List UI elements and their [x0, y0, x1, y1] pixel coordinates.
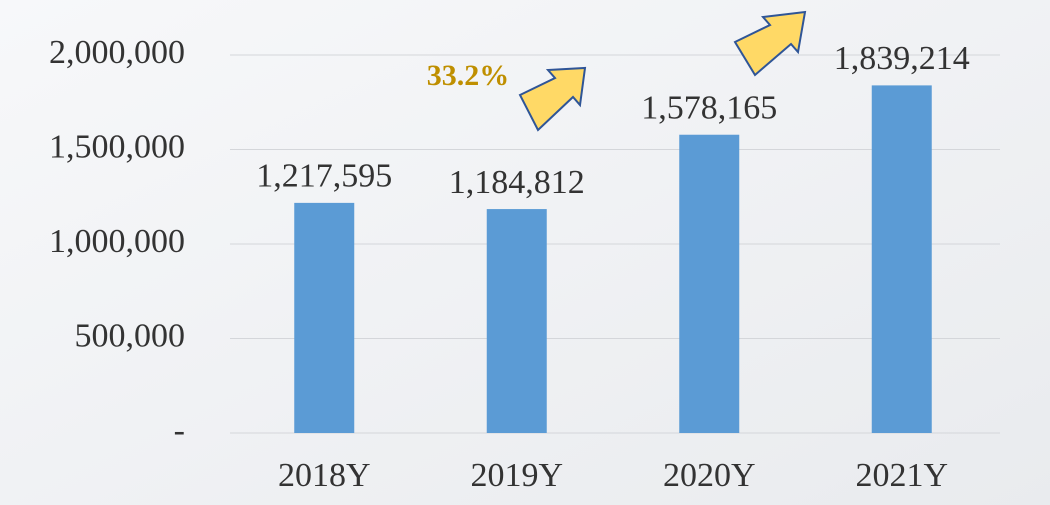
- y-tick-label: 1,000,000: [49, 223, 185, 260]
- growth-arrow: [733, 10, 807, 77]
- x-tick-label: 2018Y: [278, 457, 371, 494]
- y-tick-label: 1,500,000: [49, 128, 185, 165]
- growth-annotation: 33.2%: [427, 59, 510, 92]
- y-tick-label: 500,000: [75, 317, 186, 354]
- growth-arrow: [518, 66, 587, 132]
- bar: [486, 209, 547, 433]
- bar: [679, 134, 740, 434]
- x-tick-label: 2020Y: [663, 457, 756, 494]
- y-tick-label: 2,000,000: [49, 34, 185, 71]
- value-label: 1,578,165: [641, 90, 777, 127]
- bar: [871, 85, 932, 434]
- value-label: 1,839,214: [834, 40, 970, 77]
- grid: [230, 54, 1000, 434]
- bar: [294, 202, 355, 433]
- x-tick-label: 2019Y: [470, 457, 563, 494]
- value-label: 1,184,812: [449, 164, 585, 201]
- x-tick-label: 2021Y: [855, 457, 948, 494]
- y-tick-label: -: [174, 412, 185, 449]
- value-label: 1,217,595: [256, 158, 392, 195]
